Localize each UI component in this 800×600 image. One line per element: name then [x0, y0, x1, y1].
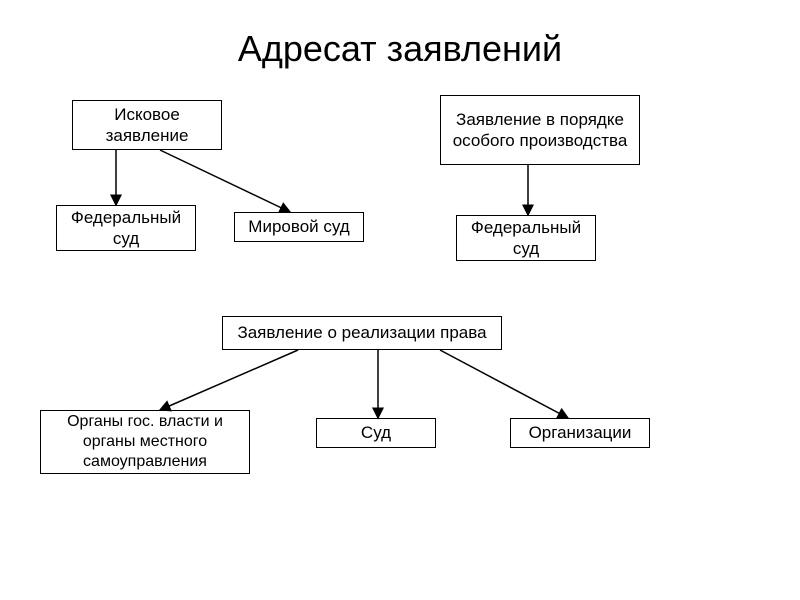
- node-iskovoe: Исковое заявление: [72, 100, 222, 150]
- node-osoboe: Заявление в порядке особого производства: [440, 95, 640, 165]
- node-fedsud1: Федеральный суд: [56, 205, 196, 251]
- node-fedsud2: Федеральный суд: [456, 215, 596, 261]
- node-mirsud: Мировой суд: [234, 212, 364, 242]
- node-sud: Суд: [316, 418, 436, 448]
- node-realiz: Заявление о реализации права: [222, 316, 502, 350]
- diagram-title: Адресат заявлений: [0, 28, 800, 70]
- node-gosvlast: Органы гос. власти и органы местного сам…: [40, 410, 250, 474]
- arrows-layer: [0, 0, 800, 600]
- node-org: Организации: [510, 418, 650, 448]
